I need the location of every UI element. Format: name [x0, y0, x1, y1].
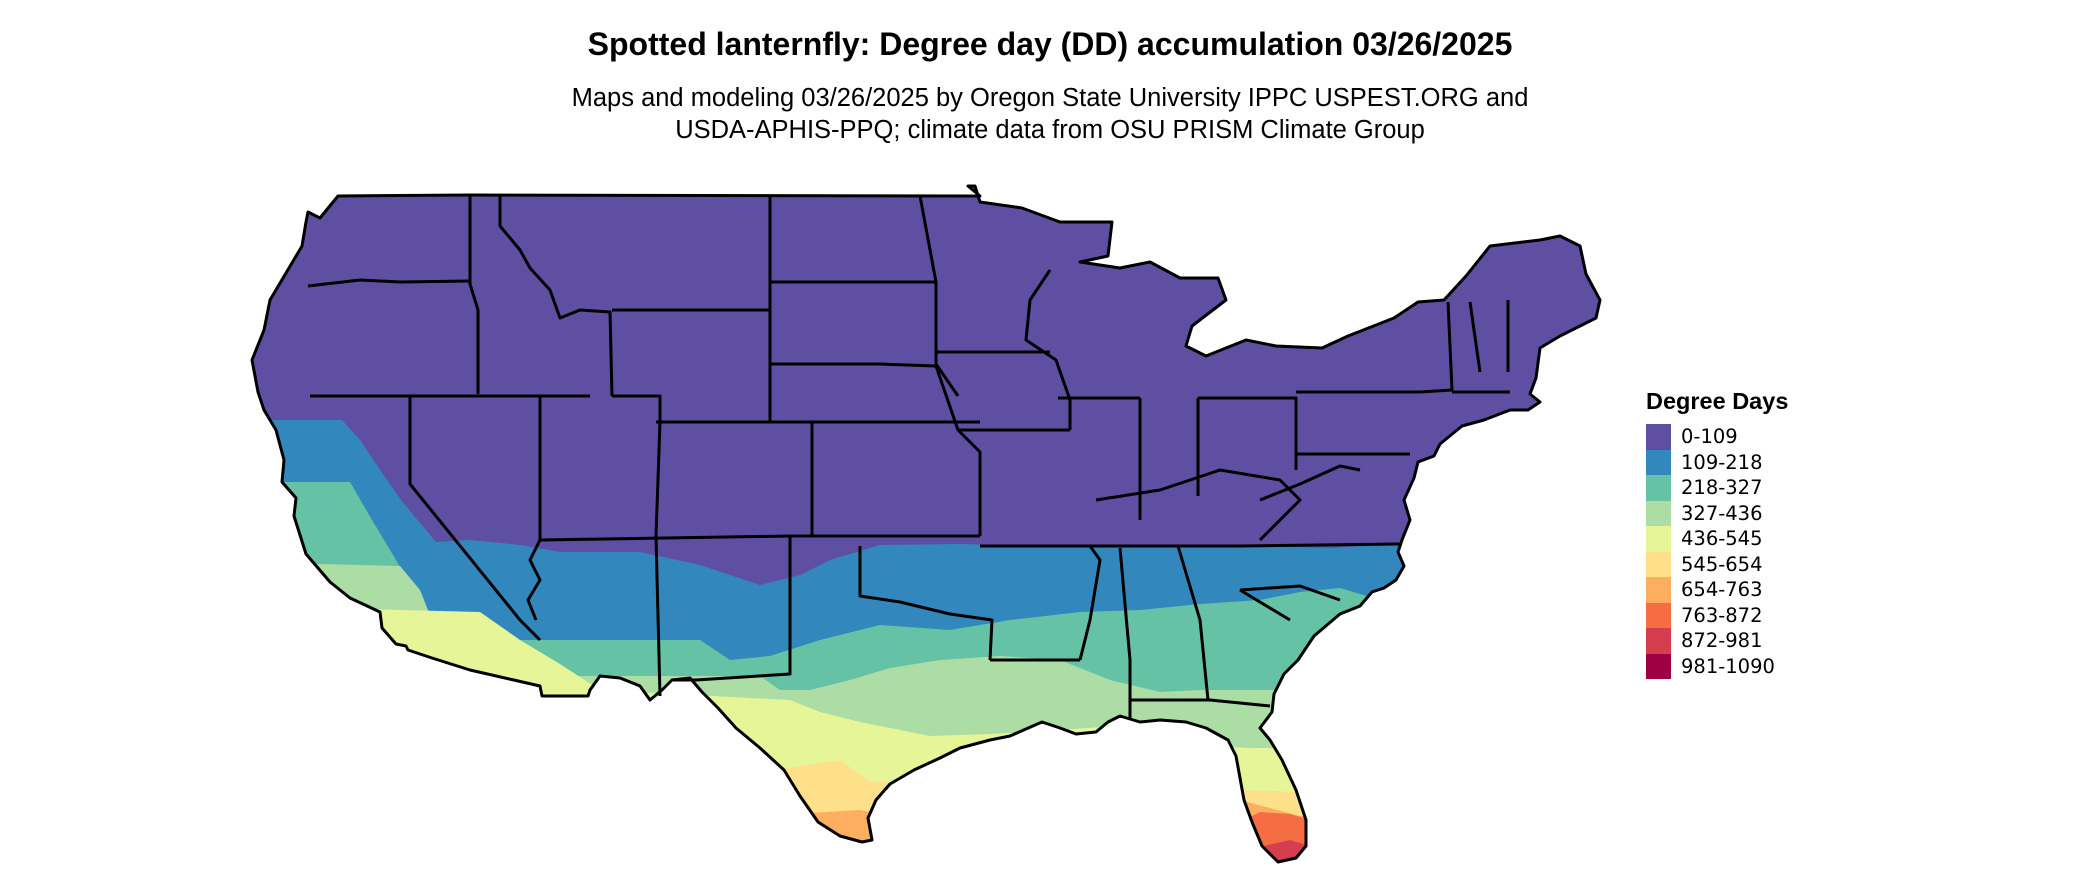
ky-north-border	[1095, 468, 1302, 542]
legend-swatch	[1646, 577, 1671, 603]
legend-label: 327-436	[1681, 501, 1763, 525]
legend-swatch	[1646, 551, 1671, 577]
legend-items: 0-109 109-218 218-327 327-436 436-545 545-654…	[1646, 424, 1788, 679]
legend-label: 545-654	[1681, 552, 1763, 576]
zone-545-654	[252, 760, 1440, 862]
legend-entry: 763-872	[1646, 602, 1788, 628]
legend-swatch	[1646, 449, 1671, 475]
legend-entry: 436-545	[1646, 526, 1788, 552]
al-ga-border	[1176, 545, 1210, 701]
legend-label: 218-327	[1681, 476, 1763, 500]
legend: Degree Days 0-109 109-218 218-327 327-436 43…	[1646, 388, 1788, 679]
az-west-border	[526, 539, 542, 621]
fl-border	[1130, 698, 1271, 708]
legend-label: 0-109	[1681, 425, 1738, 449]
tn-ky-border	[1080, 542, 1401, 548]
map-subtitle-line-1: Maps and modeling 03/26/2025 by Oregon S…	[571, 84, 1529, 112]
az-nm-border	[654, 535, 662, 697]
ne-ia-border	[934, 365, 982, 536]
state-boundaries	[250, 184, 1602, 864]
legend-entry: 327-436	[1646, 500, 1788, 526]
legend-entry: 981-1090	[1646, 653, 1788, 679]
legend-entry: 654-763	[1646, 577, 1788, 603]
wa-or-border	[307, 278, 471, 288]
legend-swatch	[1646, 475, 1671, 501]
id-west-border	[468, 196, 480, 394]
legend-swatch	[1646, 602, 1671, 628]
legend-swatch	[1646, 500, 1671, 526]
oh-pa-border	[1198, 396, 1298, 470]
va-wv-border	[1259, 464, 1361, 502]
legend-label: 872-981	[1681, 629, 1763, 653]
zone-981-1090	[1262, 864, 1320, 892]
az-ut-border	[539, 534, 791, 542]
ny-ne-border	[1419, 301, 1454, 394]
legend-entry: 872-981	[1646, 628, 1788, 654]
nc-sc-border	[1239, 584, 1341, 602]
legend-entry: 0-109	[1646, 424, 1788, 450]
legend-label: 654-763	[1681, 578, 1763, 602]
nv-ca-border	[408, 396, 542, 642]
legend-entry: 218-327	[1646, 475, 1788, 501]
zone-654-763	[252, 800, 1440, 862]
ut-wy-border	[612, 394, 662, 537]
legend-label: 109-218	[1681, 450, 1763, 474]
legend-label: 436-545	[1681, 527, 1763, 551]
vt-nh-border	[1468, 301, 1482, 373]
map-subtitle-line-2: USDA-APHIS-PPQ; climate data from OSU PR…	[675, 116, 1425, 144]
legend-swatch	[1646, 653, 1671, 679]
ok-tx-border	[858, 546, 994, 661]
legend-title: Degree Days	[1646, 388, 1789, 414]
id-mt-border	[498, 196, 614, 397]
map-title: Spotted lanternfly: Degree day (DD) accu…	[587, 26, 1513, 62]
sd-ne-border	[770, 362, 937, 368]
legend-swatch	[1646, 424, 1671, 450]
la-ms-border	[1078, 545, 1102, 661]
legend-swatch	[1646, 628, 1671, 654]
legend-entry: 545-654	[1646, 551, 1788, 577]
legend-label: 981-1090	[1681, 654, 1775, 678]
legend-swatch	[1646, 526, 1671, 552]
ga-sc-border	[1239, 588, 1291, 622]
mn-wi-border	[1024, 269, 1072, 430]
nm-tx-border	[672, 536, 792, 682]
nd-mn-border	[918, 195, 960, 397]
legend-entry: 109-218	[1646, 449, 1788, 475]
legend-label: 763-872	[1681, 603, 1763, 627]
